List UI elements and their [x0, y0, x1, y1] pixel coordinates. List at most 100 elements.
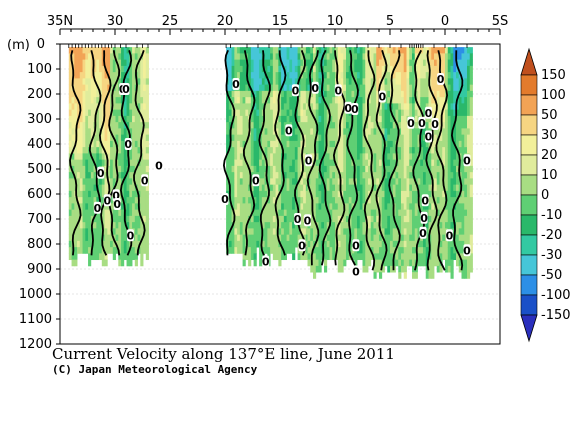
velocity-cell: [275, 47, 279, 54]
velocity-cell: [434, 184, 438, 192]
velocity-cell: [126, 209, 130, 217]
velocity-cell: [373, 197, 377, 204]
velocity-cell: [253, 47, 257, 54]
velocity-cell: [259, 222, 263, 229]
velocity-cell: [373, 159, 377, 167]
velocity-cell: [99, 240, 103, 248]
velocity-cell: [464, 47, 468, 54]
velocity-cell: [368, 222, 372, 229]
velocity-cell: [253, 134, 257, 142]
velocity-cell: [303, 209, 307, 217]
velocity-cell: [436, 165, 440, 173]
velocity-cell: [324, 209, 328, 217]
velocity-cell: [362, 228, 366, 236]
velocity-cell: [101, 78, 105, 86]
velocity-cell: [458, 122, 462, 129]
velocity-cell: [77, 197, 81, 204]
velocity-cell: [420, 222, 424, 229]
velocity-cell: [326, 184, 330, 192]
velocity-cell: [82, 109, 86, 117]
velocity-cell: [453, 159, 457, 167]
velocity-cell: [439, 140, 443, 148]
velocity-cell: [337, 115, 341, 123]
velocity-cell: [145, 140, 149, 148]
velocity-cell: [85, 115, 89, 123]
velocity-cell: [126, 240, 130, 248]
velocity-cell: [71, 115, 75, 123]
velocity-cell: [414, 147, 418, 154]
velocity-cell: [286, 209, 290, 217]
velocity-cell: [359, 84, 363, 92]
velocity-cell: [145, 159, 149, 167]
contour-label: 0: [421, 194, 429, 207]
velocity-cell: [445, 109, 449, 117]
velocity-cell: [140, 228, 144, 236]
velocity-cell: [226, 84, 230, 92]
velocity-cell: [248, 78, 252, 86]
velocity-cell: [88, 115, 92, 123]
velocity-cell: [337, 72, 341, 79]
velocity-cell: [445, 140, 449, 148]
velocity-cell: [329, 47, 333, 54]
velocity-cell: [354, 53, 358, 61]
velocity-cell: [145, 209, 149, 217]
velocity-cell: [384, 178, 388, 186]
velocity-cell: [409, 259, 413, 267]
velocity-cell: [450, 265, 454, 273]
velocity-cell: [417, 97, 421, 104]
velocity-cell: [379, 247, 383, 254]
velocity-cell: [428, 253, 432, 261]
velocity-cell: [447, 190, 451, 198]
velocity-cell: [101, 215, 105, 223]
velocity-cell: [239, 97, 243, 104]
velocity-cell: [272, 159, 276, 167]
velocity-cell: [417, 47, 421, 54]
velocity-cell: [436, 178, 440, 186]
contour-label-bg: [232, 78, 240, 90]
velocity-cell: [450, 84, 454, 92]
velocity-cell: [281, 72, 285, 79]
velocity-cell: [442, 253, 446, 261]
velocity-cell: [458, 265, 462, 273]
velocity-cell: [88, 215, 92, 223]
velocity-cell: [118, 234, 122, 242]
velocity-cell: [428, 53, 432, 61]
velocity-cell: [313, 53, 317, 61]
velocity-cell: [123, 190, 127, 198]
velocity-cell: [313, 72, 317, 79]
velocity-cell: [401, 115, 405, 123]
velocity-cell: [417, 222, 421, 229]
velocity-cell: [292, 78, 296, 86]
velocity-cell: [272, 90, 276, 98]
velocity-cell: [373, 209, 377, 217]
velocity-cell: [272, 178, 276, 186]
velocity-cell: [423, 184, 427, 192]
velocity-cell: [93, 109, 97, 117]
velocity-cell: [278, 247, 282, 254]
velocity-cell: [297, 140, 301, 148]
velocity-cell: [401, 203, 405, 211]
velocity-cell: [234, 222, 238, 229]
velocity-cell: [398, 240, 402, 248]
velocity-cell: [237, 240, 241, 248]
velocity-cell: [359, 165, 363, 173]
velocity-cell: [313, 228, 317, 236]
velocity-cell: [68, 253, 72, 261]
velocity-cell: [132, 53, 136, 61]
velocity-cell: [390, 234, 394, 242]
velocity-cell: [326, 147, 330, 154]
velocity-cell: [373, 222, 377, 229]
velocity-cell: [297, 197, 301, 204]
velocity-cell: [337, 103, 341, 111]
velocity-cell: [112, 178, 116, 186]
velocity-cell: [289, 84, 293, 92]
velocity-cell: [343, 159, 347, 167]
velocity-cell: [253, 253, 257, 261]
velocity-cell: [368, 65, 372, 73]
velocity-cell: [104, 209, 108, 217]
velocity-cell: [79, 240, 83, 248]
velocity-cell: [461, 240, 465, 248]
velocity-cell: [450, 153, 454, 161]
velocity-cell: [226, 65, 230, 73]
velocity-cell: [434, 190, 438, 198]
